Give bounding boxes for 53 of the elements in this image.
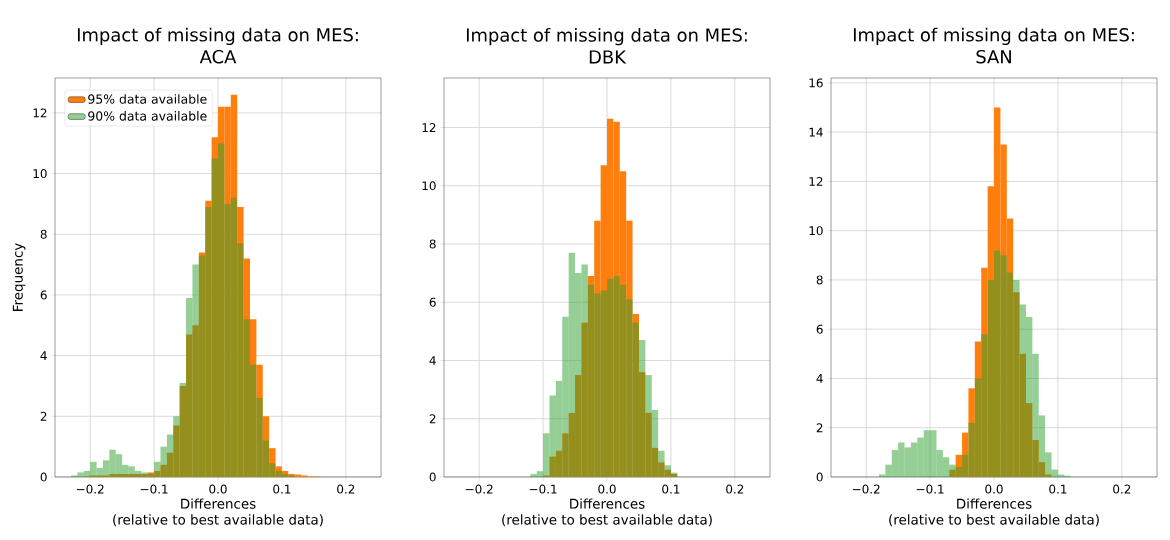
chart-subtitle: ACA [199,49,237,64]
legend-label: 90% data available [88,111,207,121]
y-tick-label: 2 [429,414,436,424]
y-tick-label: 16 [809,78,823,88]
x-tick-label: 0.2 [337,484,355,494]
text: (relative to best available data) [113,514,323,527]
x-axis-title: Differences [957,498,1032,509]
x-tick-label: 0.1 [662,484,680,494]
y-tick-label: 0 [816,472,823,482]
chart-subtitle: SAN [976,49,1011,64]
x-tick-label: 0.2 [1113,484,1131,494]
y-tick-label: 10 [809,226,823,236]
x-tick-label: −0.2 [852,484,880,494]
x-axis-title: Differences [181,498,256,509]
x-tick-label: 0.1 [1049,484,1067,494]
y-tick-label: 14 [809,127,823,137]
x-tick-label: −0.1 [916,484,944,494]
chart-title: Impact of missing data on MES: [77,27,358,46]
y-tick-label: 0 [429,472,436,482]
y-tick-label: 6 [40,290,47,300]
y-axis-title: Frequency [12,243,26,311]
x-tick-label: 0.0 [209,484,227,494]
chart-subtitle: DBK [589,50,627,64]
y-tick-label: 10 [422,181,436,191]
legend-label: 95% data available [88,94,207,104]
y-tick-label: 8 [40,229,47,239]
y-tick-label: 8 [429,239,436,249]
y-tick-label: 0 [40,472,47,482]
x-tick-label: −0.2 [465,484,493,494]
x-tick-label: 0.2 [726,484,744,494]
x-tick-label: 0.0 [598,484,616,494]
y-tick-label: 12 [422,123,436,132]
text: (relative to best available data) [889,514,1099,527]
y-tick-label: 4 [429,356,436,365]
y-tick-label: 2 [816,423,823,433]
x-tick-label: −0.2 [76,484,104,494]
y-tick-label: 2 [40,411,47,421]
y-tick-label: 12 [809,176,823,186]
x-tick-label: −0.1 [529,484,557,494]
chart-title: Impact of missing data on MES: [466,27,747,46]
y-tick-label: 4 [816,374,823,383]
y-tick-label: 8 [816,275,823,285]
x-tick-label: −0.1 [140,484,168,494]
x-tick-label: 0.0 [985,484,1003,494]
chart-title: Impact of missing data on MES: [853,27,1134,46]
text: (relative to best available data) [502,514,712,527]
x-tick-label: 0.1 [273,484,291,494]
y-tick-label: 6 [816,324,823,334]
x-axis-title: Differences [570,498,645,509]
y-tick-label: 4 [40,351,47,360]
y-tick-label: 12 [33,108,47,118]
y-tick-label: 6 [429,297,436,307]
y-tick-label: 10 [33,169,47,179]
